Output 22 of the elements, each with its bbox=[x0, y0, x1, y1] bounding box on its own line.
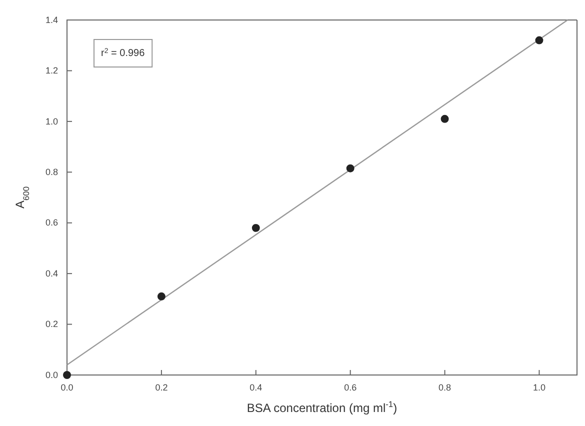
point bbox=[440, 114, 449, 123]
x-tick-label: 0.0 bbox=[60, 382, 74, 392]
y-tick-label: 0.4 bbox=[45, 268, 58, 278]
annotation: r$^{2}$ = 0.996 bbox=[101, 48, 146, 59]
point bbox=[252, 224, 260, 232]
point bbox=[535, 36, 544, 44]
y-tick-label: 0.0 bbox=[45, 370, 58, 380]
y-tick-label: 0.8 bbox=[45, 167, 58, 178]
y-tick-label: 0.6 bbox=[45, 218, 58, 228]
x-axis-title: BSA concentration (mg ml$^{-1}$) bbox=[246, 399, 398, 415]
point bbox=[346, 164, 354, 172]
x-tick-label: 1.0 bbox=[532, 382, 546, 392]
x-tick-label: 0.4 bbox=[250, 382, 262, 392]
x-tick-label: 0.6 bbox=[344, 382, 357, 392]
x-tick-label: 0.2 bbox=[155, 382, 168, 392]
point bbox=[63, 371, 71, 379]
y-tick-label: 0.2 bbox=[45, 319, 58, 330]
y-tick-label: 1.2 bbox=[45, 66, 58, 76]
point bbox=[157, 292, 166, 300]
x-tick-label: 0.8 bbox=[438, 382, 452, 392]
y-tick-label: 1.0 bbox=[45, 116, 58, 126]
y-tick-label: 1.4 bbox=[45, 14, 58, 25]
